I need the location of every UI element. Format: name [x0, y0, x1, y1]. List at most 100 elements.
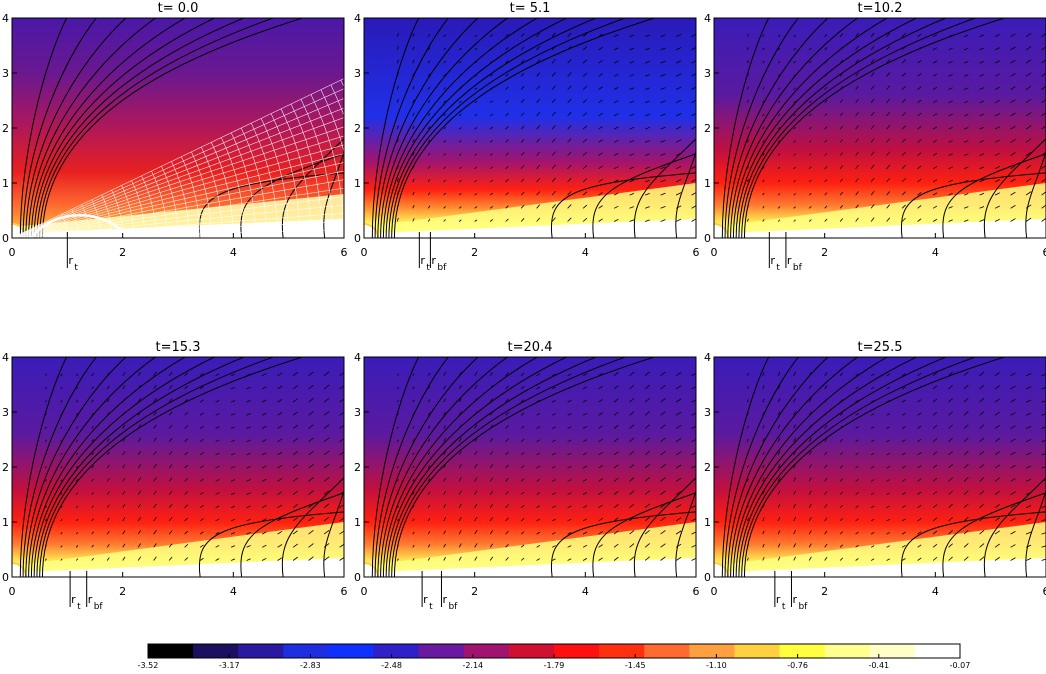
x-tick-label: 6 [693, 585, 700, 598]
field-line [1025, 489, 1046, 577]
field-line [22, 357, 98, 577]
colorbar-swatch [824, 644, 871, 658]
torus-boundary [30, 214, 130, 238]
marker-subscript: bf [793, 263, 803, 273]
marker-label: r [71, 593, 76, 606]
field-line [198, 511, 344, 577]
marker-label: r [442, 593, 447, 606]
field-line [727, 18, 829, 238]
marker-label: r [423, 593, 428, 606]
velocity-vectors [396, 371, 696, 561]
field-line [1025, 150, 1046, 238]
field-line [36, 18, 246, 238]
field-line [371, 357, 420, 577]
marker-subscript: t [776, 263, 780, 273]
field-line [983, 477, 1046, 577]
panel-title: t=25.5 [858, 340, 903, 355]
y-tick-label: 1 [704, 177, 711, 190]
velocity-vectors [44, 371, 344, 561]
field-line [393, 357, 657, 577]
field-line [382, 18, 539, 238]
colorbar-tick-label: -3.17 [219, 661, 240, 670]
y-tick-label: 4 [354, 12, 361, 25]
field-line [25, 357, 127, 577]
field-line [371, 18, 420, 238]
disk-core [364, 557, 696, 577]
y-tick-label: 2 [2, 461, 9, 474]
field-line [323, 489, 344, 577]
velocity-vectors [396, 32, 696, 222]
colorbar-tick-label: -2.14 [462, 661, 483, 670]
x-tick-label: 4 [932, 585, 939, 598]
y-tick-label: 3 [2, 406, 9, 419]
x-tick-label: 2 [119, 246, 126, 259]
marker-label: r [770, 254, 775, 267]
x-tick-label: 6 [341, 246, 348, 259]
field-lines [721, 18, 1046, 238]
x-tick-label: 6 [693, 246, 700, 259]
colorbar-swatch [148, 644, 194, 658]
field-line [385, 18, 568, 238]
x-tick-label: 2 [119, 585, 126, 598]
field-line [732, 18, 889, 238]
y-tick-label: 3 [2, 67, 9, 80]
field-line [323, 150, 344, 238]
field-line [732, 357, 889, 577]
field-line [900, 511, 1046, 577]
colorbar-swatch [554, 644, 600, 658]
field-lines [721, 357, 1046, 577]
colorbar-tick-label: -0.76 [787, 661, 808, 670]
field-line [741, 18, 977, 238]
panel-6: t=25.5024601234rtrbf [704, 340, 1046, 612]
field-line [735, 357, 918, 577]
y-tick-label: 0 [354, 232, 361, 245]
colorbar-tick-label: -0.07 [950, 661, 971, 670]
field-line [30, 18, 187, 238]
field-line [675, 489, 696, 577]
y-tick-label: 4 [2, 12, 9, 25]
field-line [735, 18, 918, 238]
y-tick-label: 2 [704, 122, 711, 135]
field-line [724, 18, 800, 238]
colorbar-swatch [734, 644, 781, 658]
panel-title: t=10.2 [858, 1, 903, 16]
field-line [738, 357, 948, 577]
x-tick-label: 2 [471, 585, 478, 598]
y-tick-label: 0 [2, 232, 9, 245]
field-line [983, 138, 1046, 238]
colorbar-tick-label: -2.48 [381, 661, 402, 670]
field-line [730, 18, 859, 238]
y-tick-label: 0 [704, 571, 711, 584]
y-tick-label: 2 [704, 461, 711, 474]
marker-label: r [420, 254, 425, 267]
field-line [393, 18, 657, 238]
field-line [388, 18, 598, 238]
disk-core [714, 218, 1046, 238]
field-line [738, 18, 948, 238]
y-tick-label: 1 [354, 516, 361, 529]
x-tick-label: 2 [821, 585, 828, 598]
field-line [19, 18, 68, 238]
colorbar-swatch [644, 644, 690, 658]
y-tick-label: 3 [354, 67, 361, 80]
y-tick-label: 2 [354, 461, 361, 474]
y-tick-label: 0 [2, 571, 9, 584]
marker-label: r [68, 254, 73, 267]
marker-label: r [431, 254, 436, 267]
disk-core [714, 557, 1046, 577]
marker-subscript: t [77, 602, 81, 612]
x-tick-label: 4 [932, 246, 939, 259]
field-line [240, 492, 344, 577]
star [12, 562, 27, 577]
y-tick-label: 3 [704, 406, 711, 419]
x-tick-label: 2 [471, 246, 478, 259]
field-line [41, 357, 305, 577]
colorbar-swatch [914, 644, 961, 658]
y-tick-label: 4 [704, 12, 711, 25]
x-tick-label: 6 [1043, 246, 1046, 259]
field-line [385, 357, 568, 577]
field-lines [19, 357, 344, 577]
